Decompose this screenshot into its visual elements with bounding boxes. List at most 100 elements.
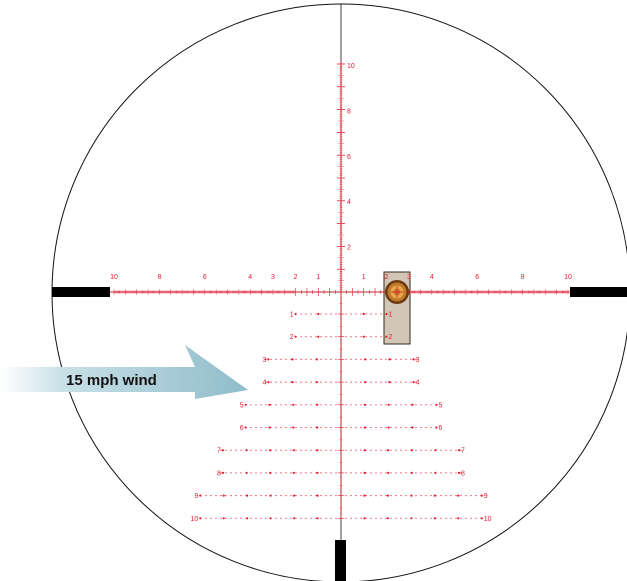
windage-dot: [215, 517, 217, 519]
left-thick-post: [52, 287, 110, 297]
windage-dot: [225, 495, 227, 497]
windage-hold-dot: [292, 426, 295, 429]
windage-dot: [325, 426, 327, 429]
windage-dot: [285, 472, 287, 474]
windage-row-label-left: 1: [290, 312, 294, 319]
windage-dot: [375, 517, 377, 519]
windage-dot: [280, 404, 282, 406]
windage-hold-dot: [269, 517, 272, 520]
windage-dot: [375, 381, 377, 383]
windage-hold-dot: [410, 494, 413, 497]
windage-dot: [375, 336, 377, 338]
windage-hold-dot: [269, 449, 272, 452]
windage-row-label-left: 9: [194, 493, 198, 500]
windage-dot: [350, 381, 352, 383]
windage-dot: [360, 404, 362, 406]
windage-dot: [305, 495, 307, 497]
windage-dot: [375, 472, 377, 474]
windage-hold-dot: [457, 449, 461, 452]
windage-row-label-right: 9: [484, 493, 488, 500]
windage-dot: [375, 449, 377, 451]
windage-hold-dot: [269, 471, 272, 474]
windage-hold-dot: [410, 471, 413, 474]
windage-row-label-right: 5: [438, 402, 442, 409]
windage-dot: [415, 472, 417, 474]
windage-dot: [350, 426, 352, 429]
windage-dot: [445, 472, 447, 474]
windage-hold-dot: [199, 517, 202, 520]
horizontal-label-right: 4: [430, 274, 434, 281]
windage-dot: [345, 449, 347, 451]
windage-dot: [425, 495, 427, 497]
windage-dot: [350, 495, 352, 497]
windage-dot: [335, 495, 337, 497]
windage-dot: [410, 381, 412, 383]
windage-dot: [240, 472, 242, 474]
windage-dot: [330, 517, 332, 519]
windage-dot: [400, 381, 402, 383]
windage-dot: [450, 472, 452, 474]
windage-dot: [430, 404, 432, 406]
windage-hold-dot: [411, 403, 414, 406]
windage-dot: [325, 381, 327, 383]
windage-hold-dot: [267, 358, 270, 361]
windage-dot: [235, 517, 237, 519]
windage-hold-dot: [363, 426, 366, 429]
windage-dot: [290, 517, 292, 519]
windage-dot: [385, 495, 387, 497]
windage-dot: [300, 495, 302, 497]
windage-dot: [385, 381, 387, 383]
windage-dot: [470, 495, 472, 497]
windage-dot: [285, 426, 287, 429]
windage-dot: [310, 472, 312, 474]
windage-dot: [365, 495, 367, 497]
windage-dot: [385, 517, 387, 519]
windage-dot: [265, 381, 267, 383]
windage-dot: [415, 426, 417, 429]
windage-hold-dot: [363, 517, 366, 520]
windage-dot: [350, 517, 352, 519]
windage-dot: [395, 426, 397, 429]
windage-dot: [385, 449, 387, 451]
horizontal-label-left: 3: [271, 274, 275, 281]
windage-dot: [360, 358, 362, 360]
windage-dot: [370, 381, 372, 383]
horizontal-label-left: 10: [110, 274, 118, 281]
windage-dot: [240, 449, 242, 451]
windage-dot: [460, 449, 462, 451]
windage-hold-dot: [386, 517, 390, 520]
windage-dot: [425, 426, 427, 429]
windage-dot: [330, 381, 332, 383]
windage-dot: [370, 449, 372, 451]
target-ring-icon: [385, 280, 409, 304]
windage-dot: [300, 404, 302, 406]
windage-dot: [430, 426, 432, 429]
horizontal-label-right: 1: [362, 274, 366, 281]
windage-dot: [395, 472, 397, 474]
windage-row-label-left: 6: [240, 425, 244, 432]
windage-dot: [310, 517, 312, 519]
horizontal-label-right: 3: [407, 274, 411, 281]
windage-hold-dot: [244, 426, 247, 429]
windage-dot: [305, 517, 307, 519]
windage-hold-dot: [221, 471, 225, 474]
windage-dot: [275, 517, 277, 519]
windage-row-label-right: 1: [388, 312, 392, 319]
windage-dot: [360, 472, 362, 474]
windage-dot: [330, 336, 332, 338]
windage-dot: [370, 336, 372, 338]
windage-dot: [345, 336, 347, 338]
windage-hold-dot: [316, 471, 319, 474]
windage-dot: [465, 495, 467, 497]
windage-dot: [260, 472, 262, 474]
windage-row-label-right: 6: [438, 425, 442, 432]
windage-dot: [290, 381, 292, 383]
windage-hold-dot: [269, 494, 272, 497]
windage-dot: [320, 336, 322, 338]
windage-dot: [420, 426, 422, 429]
windage-dot: [345, 358, 347, 360]
windage-dot: [280, 495, 282, 497]
windage-hold-dot: [387, 426, 390, 429]
windage-dot: [295, 358, 297, 360]
windage-dot: [310, 336, 312, 338]
